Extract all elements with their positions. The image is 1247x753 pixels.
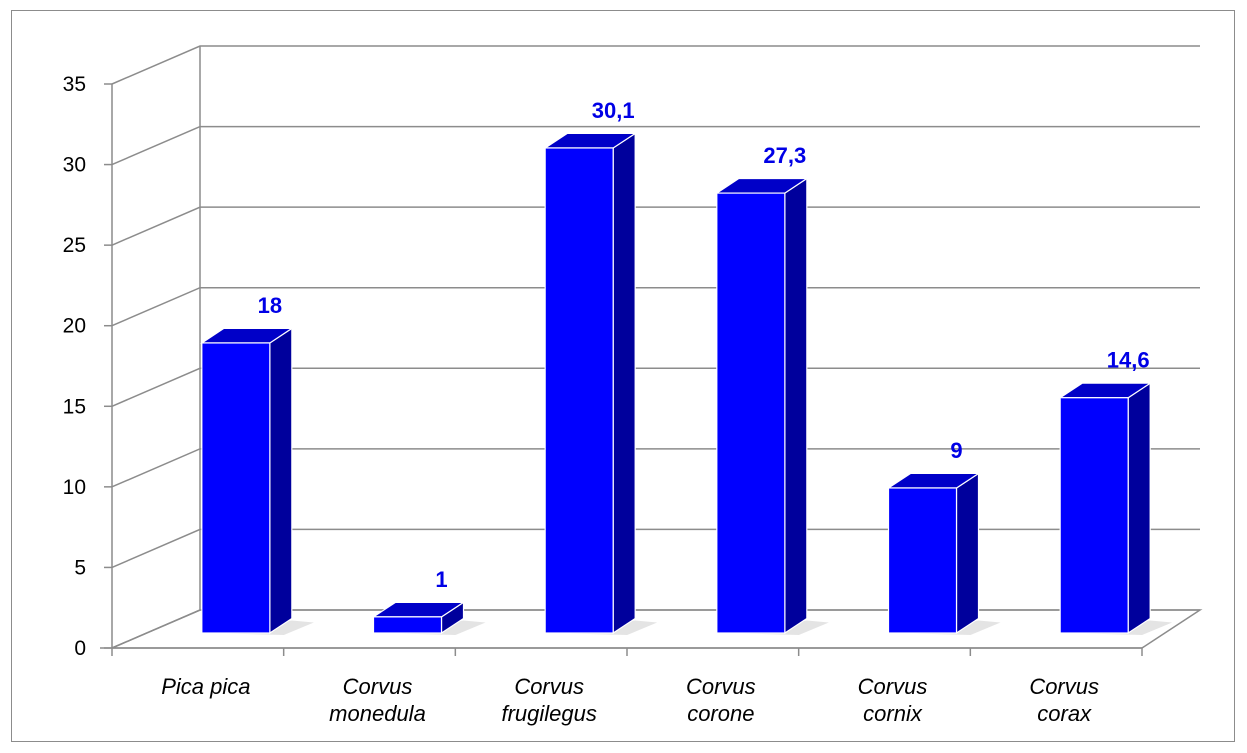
grid-layer <box>111 45 1203 649</box>
bars-layer <box>199 132 1173 635</box>
y-tick-label: 25 <box>63 234 86 257</box>
gridline <box>111 286 1200 327</box>
gridline <box>111 528 1200 569</box>
data-label: 27,3 <box>763 143 806 168</box>
y-tick-label: 35 <box>63 73 86 96</box>
bar-front <box>1059 397 1129 634</box>
y-tick-label: 10 <box>63 476 86 499</box>
gridline <box>111 125 1200 166</box>
gridline <box>111 45 1200 85</box>
bar-4 <box>714 177 829 635</box>
category-label: corone <box>687 701 754 726</box>
bar-1 <box>199 327 314 635</box>
category-label: Pica pica <box>161 674 250 699</box>
data-label: 14,6 <box>1107 348 1150 373</box>
category-label: monedula <box>329 701 426 726</box>
y-tick-label: 20 <box>63 315 86 338</box>
axis-layer <box>100 83 1143 656</box>
category-label: Corvus <box>1029 674 1099 699</box>
bar-side <box>955 472 980 635</box>
bar-side <box>1127 382 1151 635</box>
bar-side <box>784 177 808 635</box>
bar-6 <box>1058 382 1173 635</box>
category-label: frugilegus <box>501 701 596 726</box>
data-label: 9 <box>950 438 962 463</box>
category-label: Corvus <box>514 674 584 699</box>
bar-front <box>716 192 786 634</box>
gridline <box>111 448 1200 488</box>
y-tick-label: 15 <box>63 395 86 418</box>
category-label: corax <box>1037 701 1092 726</box>
y-tick-label: 0 <box>74 637 86 660</box>
y-tick-label: 30 <box>63 154 86 177</box>
bar-side <box>612 132 636 635</box>
category-label: Corvus <box>686 674 756 699</box>
y-tick-label: 5 <box>74 556 86 579</box>
bar-side <box>269 327 293 635</box>
bar-3 <box>543 132 658 635</box>
data-label: 1 <box>435 567 447 592</box>
bar-front <box>544 147 614 634</box>
bar-front <box>201 342 271 634</box>
bar-front <box>372 616 443 634</box>
category-label: cornix <box>863 701 923 726</box>
gridline <box>111 367 1200 407</box>
data-label: 30,1 <box>592 98 635 123</box>
category-label: Corvus <box>858 674 928 699</box>
bar-5 <box>886 472 1001 635</box>
gridline <box>111 206 1200 246</box>
bar-2 <box>371 601 486 635</box>
data-label: 18 <box>258 293 282 318</box>
category-label: Corvus <box>343 674 413 699</box>
bar-front <box>887 487 958 634</box>
